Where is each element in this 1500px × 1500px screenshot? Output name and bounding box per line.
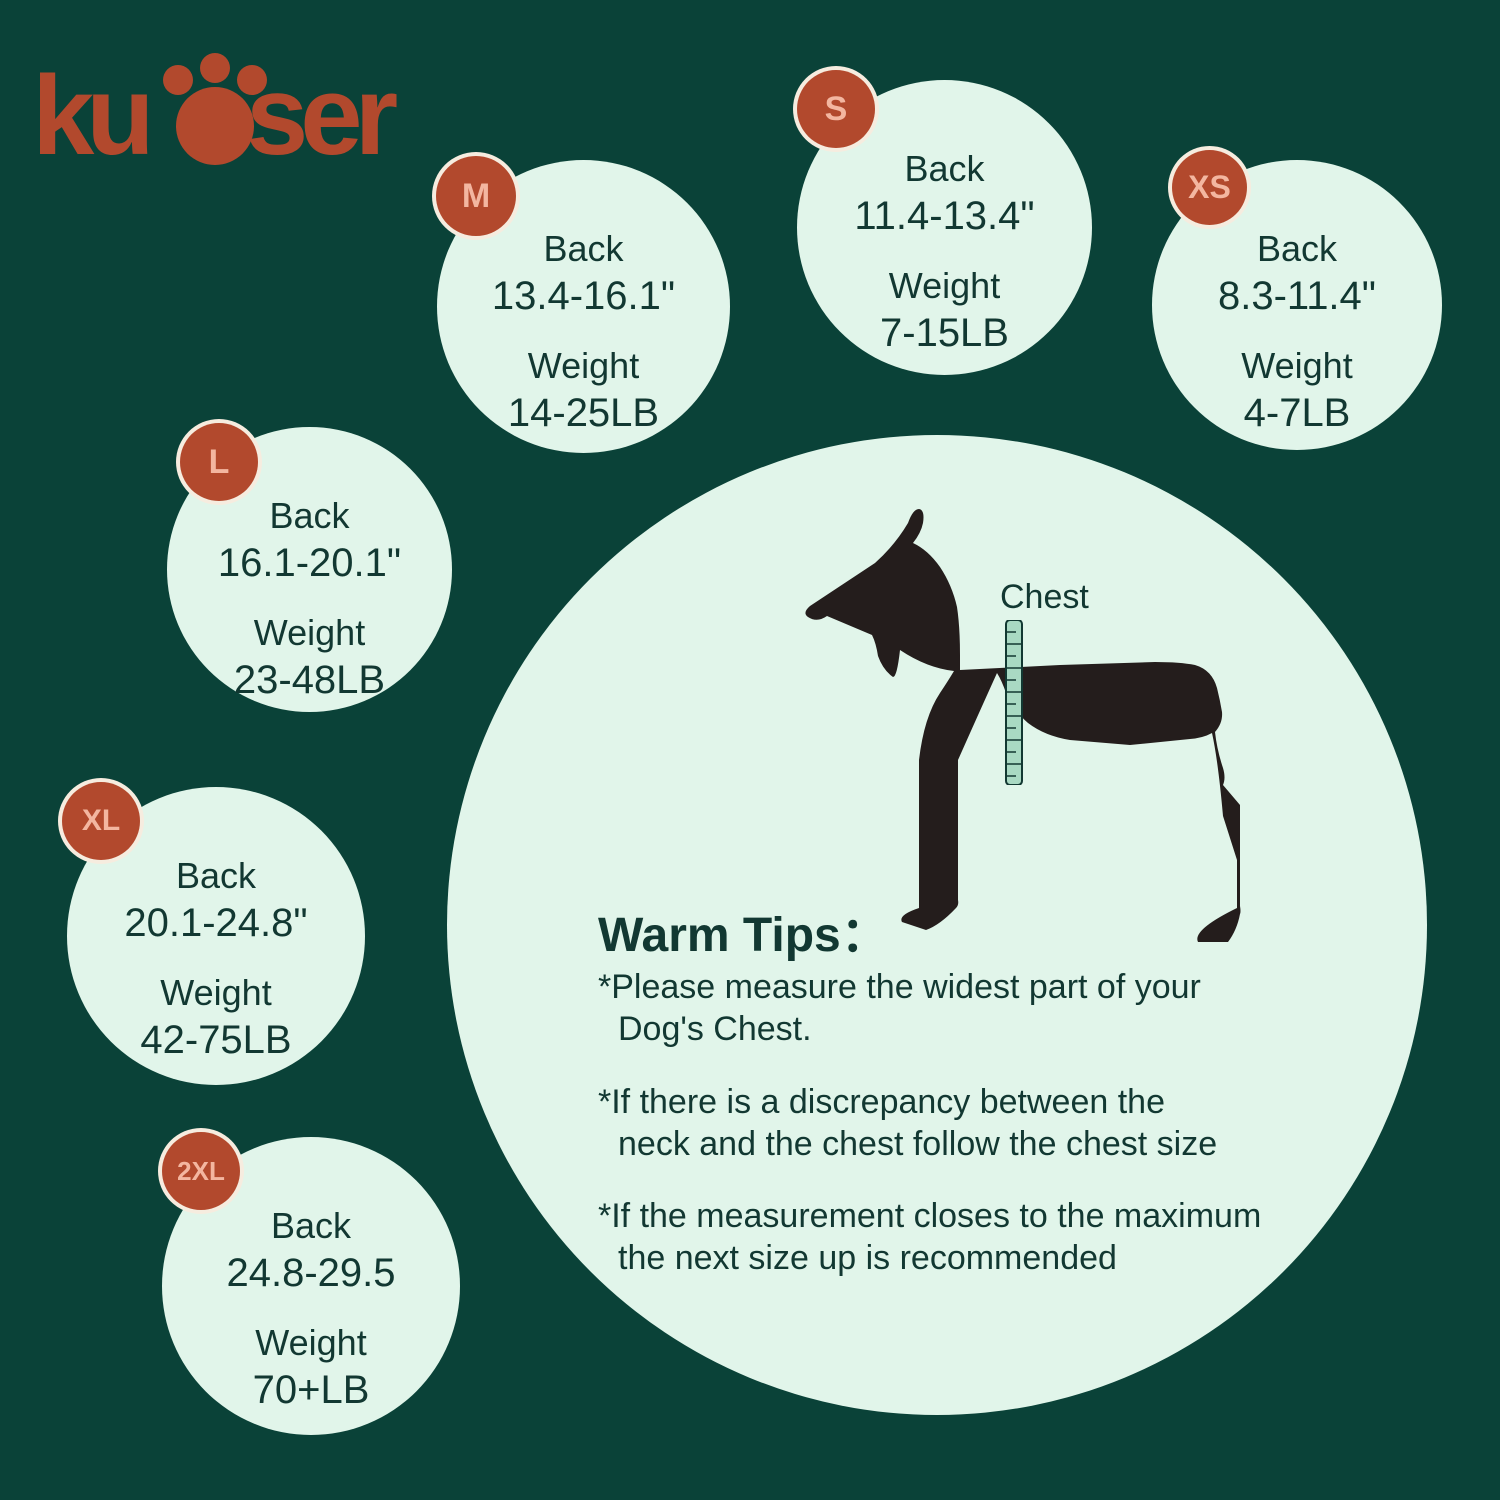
svg-text:ser: ser bbox=[246, 53, 397, 170]
svg-text:ku: ku bbox=[40, 53, 148, 170]
